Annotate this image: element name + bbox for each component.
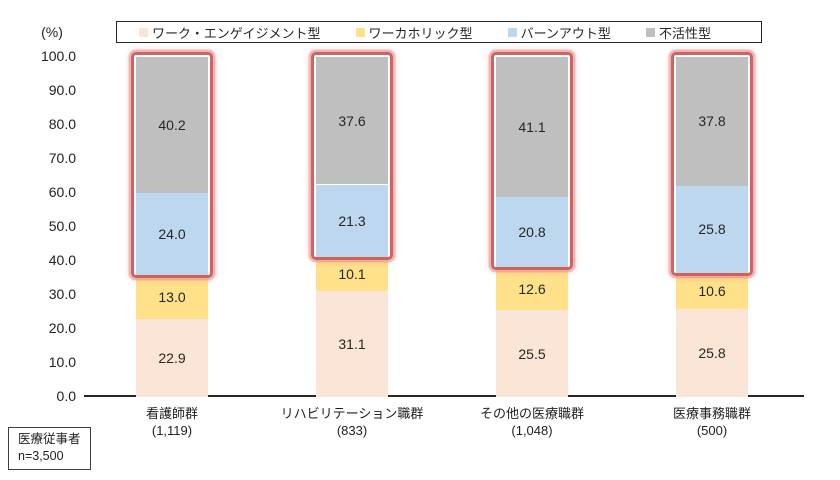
bar-segment-2-category-3: 25.8	[676, 185, 748, 274]
x-axis-line	[84, 395, 804, 397]
category-name: リハビリテーション職群	[280, 406, 424, 421]
bar-segment-1-category-2: 12.6	[496, 267, 568, 311]
segment-value-label: 31.1	[338, 336, 366, 353]
segment-value-label: 21.3	[338, 212, 366, 229]
y-axis-tick-label: 10.0	[48, 354, 76, 370]
segment-value-label: 37.6	[338, 112, 366, 129]
bar-segment-3-category-2: 41.1	[496, 57, 568, 197]
bar-segment-3-category-3: 37.8	[676, 57, 748, 186]
segment-value-label: 24.0	[158, 226, 186, 243]
legend-item-1: ワーカホリック型	[355, 23, 473, 42]
sample-population-label: 医療従事者	[18, 432, 81, 446]
bar-segment-3-category-0: 40.2	[136, 56, 208, 194]
sample-size-note: 医療従事者 n=3,500	[8, 427, 91, 470]
legend-item-2: バーンアウト型	[507, 23, 611, 42]
segment-value-label: 13.0	[158, 289, 186, 306]
segment-value-label: 10.1	[338, 266, 366, 283]
segment-value-label: 20.8	[518, 224, 546, 241]
legend: ワーク・エンゲイジメント型 ワーカホリック型 バーンアウト型 不活性型	[116, 21, 762, 43]
segment-value-label: 37.8	[698, 113, 726, 130]
x-axis-category-label-3: 医療事務職群 (500)	[622, 406, 802, 440]
segment-value-label: 22.9	[158, 350, 186, 367]
segment-value-label: 10.6	[698, 283, 726, 300]
segment-value-label: 25.8	[698, 345, 726, 362]
bar-segment-0-category-3: 25.8	[676, 309, 748, 397]
y-axis-tick-label: 20.0	[48, 320, 76, 336]
bar-segment-2-category-1: 21.3	[316, 184, 388, 257]
y-axis-unit-label: (%)	[41, 24, 63, 40]
bar-segment-2-category-2: 20.8	[496, 196, 568, 268]
legend-swatch-icon	[507, 27, 517, 37]
category-count: (1,048)	[511, 422, 553, 438]
legend-item-label: 不活性型	[658, 25, 711, 41]
x-axis-category-label-1: リハビリテーション職群 (833)	[262, 406, 442, 440]
legend-swatch-icon	[139, 27, 148, 37]
category-name: その他の医療職群	[479, 406, 584, 421]
y-axis-tick-label: 70.0	[48, 150, 76, 166]
category-count: (1,119)	[151, 422, 193, 438]
y-axis-tick-label: 40.0	[48, 252, 76, 268]
segment-value-label: 41.1	[518, 118, 546, 135]
bar-segment-0-category-2: 25.5	[496, 310, 568, 397]
category-name: 医療事務職群	[672, 406, 751, 421]
y-axis-tick-label: 80.0	[48, 116, 76, 132]
y-axis-tick-label: 60.0	[48, 184, 76, 200]
y-axis-tick-label: 50.0	[48, 218, 76, 234]
sample-size-value: n=3,500	[18, 448, 64, 463]
legend-swatch-icon	[355, 27, 365, 37]
segment-value-label: 12.6	[518, 280, 546, 297]
legend-item-0: ワーク・エンゲイジメント型	[139, 23, 320, 42]
bar-segment-1-category-0: 13.0	[136, 274, 208, 320]
segment-value-label: 25.8	[698, 221, 726, 238]
legend-item-3: 不活性型	[645, 23, 711, 42]
y-axis-tick-label: 30.0	[48, 286, 76, 302]
bar-segment-3-category-1: 37.6	[316, 56, 388, 185]
legend-item-label: バーンアウト型	[520, 25, 611, 41]
y-axis-tick-label: 100.0	[40, 48, 76, 64]
category-count: (500)	[696, 422, 728, 438]
x-axis-category-label-0: 看護師群 (1,119)	[82, 406, 262, 440]
category-count: (833)	[336, 422, 368, 438]
x-axis-category-label-2: その他の医療職群 (1,048)	[442, 406, 622, 440]
y-axis-tick-label: 90.0	[48, 82, 76, 98]
category-name: 看護師群	[145, 406, 198, 421]
bar-segment-0-category-0: 22.9	[136, 319, 208, 397]
segment-value-label: 25.5	[518, 345, 546, 362]
bar-segment-0-category-1: 31.1	[316, 291, 388, 397]
bar-segment-1-category-1: 10.1	[316, 256, 388, 292]
segment-value-label: 40.2	[158, 116, 186, 133]
legend-item-label: ワーカホリック型	[368, 25, 473, 41]
bar-segment-2-category-0: 24.0	[136, 193, 208, 275]
legend-swatch-icon	[645, 27, 655, 37]
legend-item-label: ワーク・エンゲイジメント型	[152, 25, 321, 41]
bar-segment-1-category-3: 10.6	[676, 273, 748, 310]
y-axis-tick-label: 0.0	[56, 388, 76, 404]
